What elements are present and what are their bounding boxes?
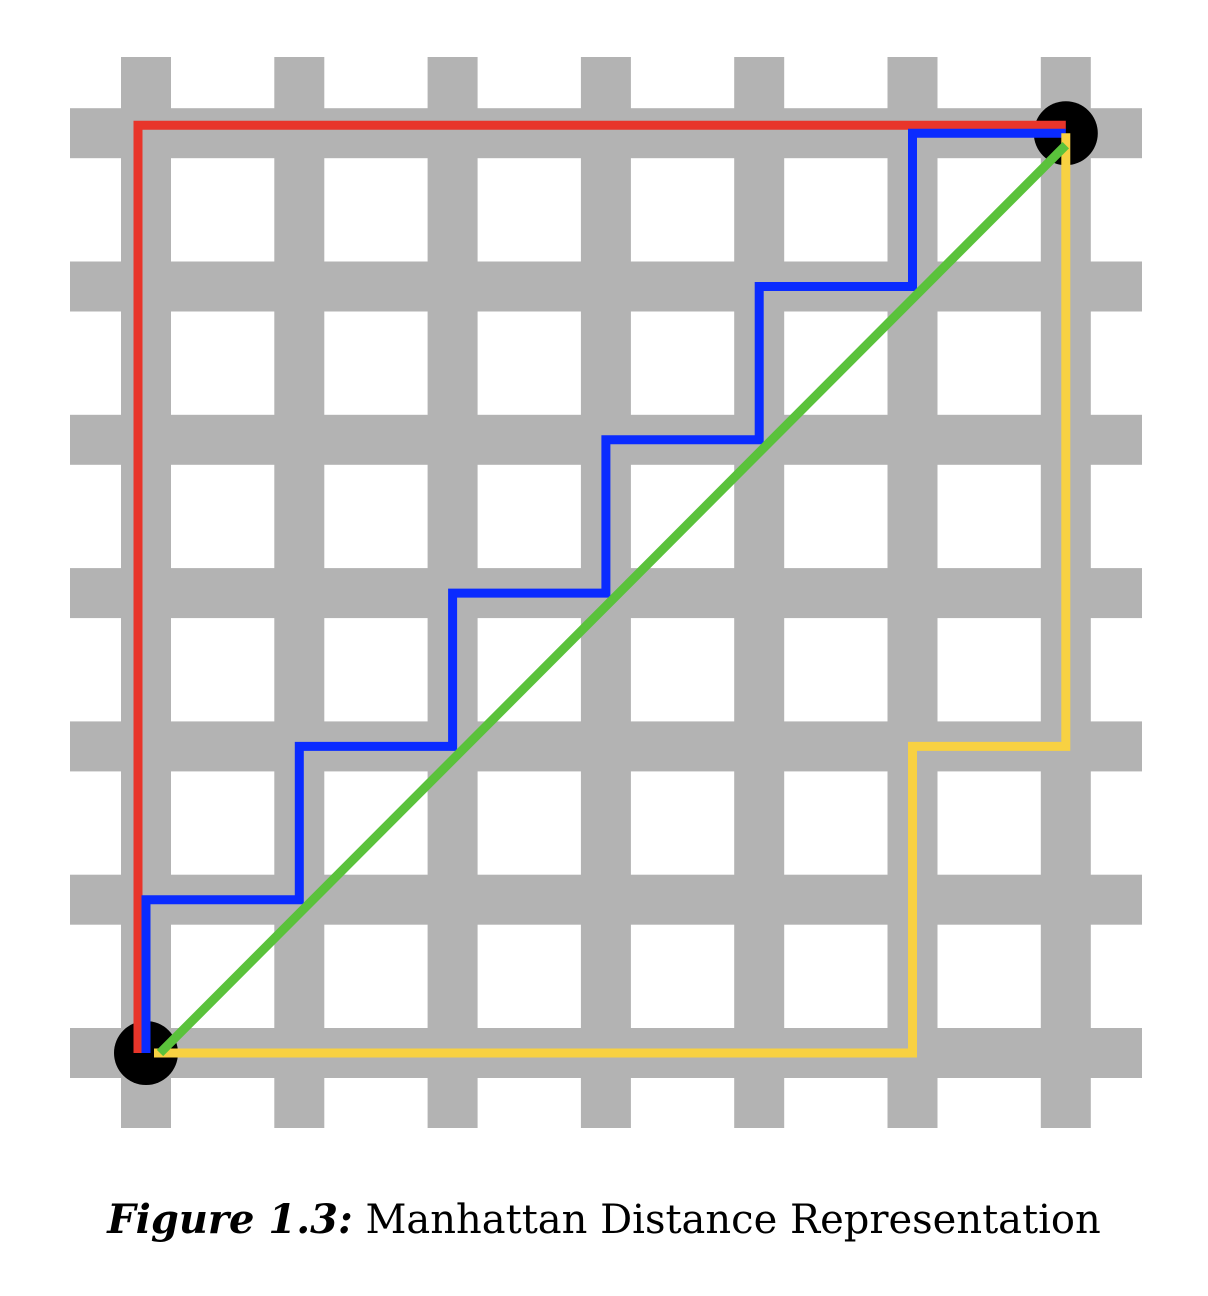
blue-path [141, 128, 1066, 1053]
red-path [133, 120, 1066, 1053]
yellow-path [154, 133, 1071, 1058]
figure-caption: Figure 1.3: Manhattan Distance Represent… [0, 1196, 1208, 1243]
manhattan-grid-diagram [70, 57, 1142, 1128]
route-paths [133, 120, 1071, 1058]
green-path [156, 142, 1069, 1057]
horizontal-street [70, 261, 1142, 312]
caption-text: Manhattan Distance Representation [365, 1197, 1101, 1243]
caption-label: Figure 1.3: [107, 1196, 353, 1243]
